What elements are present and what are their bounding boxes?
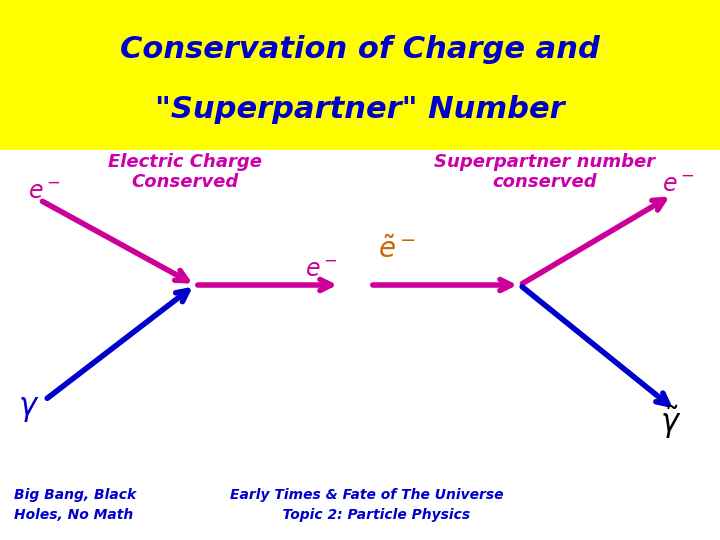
Text: Early Times & Fate of The Universe
    Topic 2: Particle Physics: Early Times & Fate of The Universe Topic… [230,488,503,522]
Text: Conservation of Charge and: Conservation of Charge and [120,36,600,64]
Text: Big Bang, Black
Holes, No Math: Big Bang, Black Holes, No Math [14,488,136,522]
FancyBboxPatch shape [0,0,720,150]
Text: Conserved: Conserved [131,173,238,191]
Text: $\tilde{e}^-$: $\tilde{e}^-$ [378,236,415,264]
Text: $e^-$: $e^-$ [305,258,338,282]
Text: $e^-$: $e^-$ [662,173,695,197]
Text: $\tilde{\gamma}$: $\tilde{\gamma}$ [660,403,681,441]
Text: $\gamma$: $\gamma$ [18,395,40,424]
Text: Electric Charge: Electric Charge [108,153,262,171]
Text: $e^-$: $e^-$ [28,180,61,204]
Text: conserved: conserved [492,173,598,191]
Text: "Superpartner" Number: "Superpartner" Number [156,96,564,125]
Text: Superpartner number: Superpartner number [434,153,656,171]
